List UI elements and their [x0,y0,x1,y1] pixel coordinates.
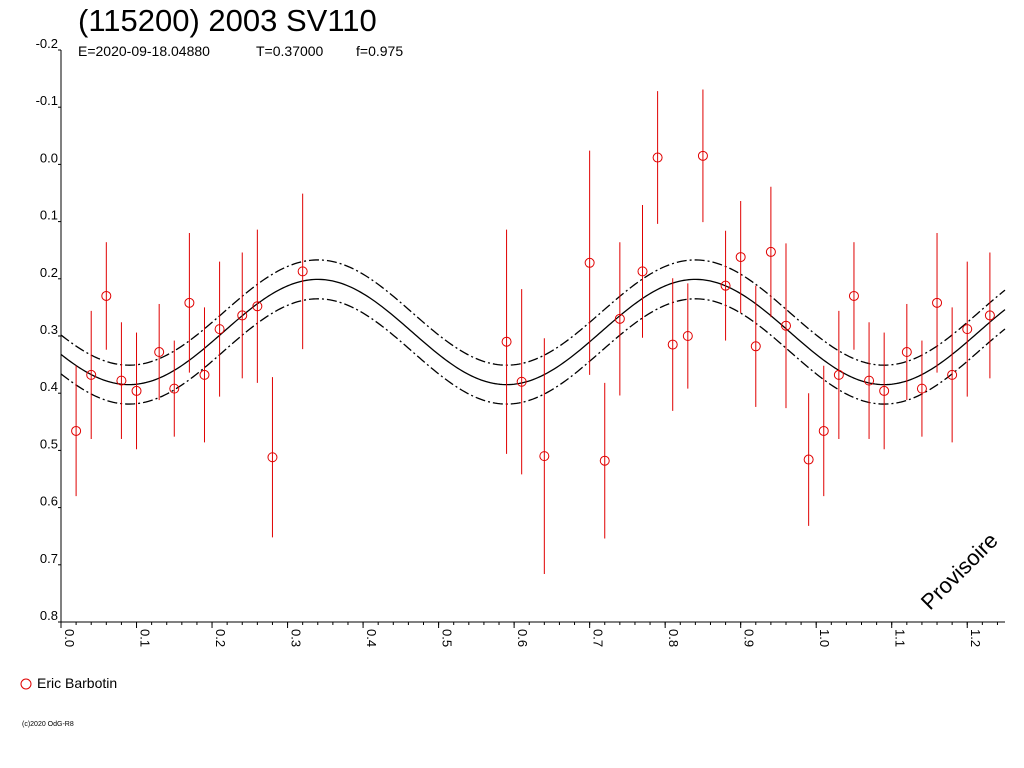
x-tick-label: 0.8 [666,629,681,647]
data-point [682,331,693,341]
data-points [71,89,995,574]
y-tick-label: 0.6 [40,494,58,509]
axes: -0.2 -0.1 0.0 0.1 0.2 0.3 0.4 0.5 0.6 0.7 0.8 0.0 0.… [36,36,1005,647]
chart-title: (115200) 2003 SV110 [78,3,377,38]
x-tick-label: 1.0 [817,629,832,647]
data-point [516,376,527,387]
data-point [848,290,859,301]
data-point [599,455,610,466]
period-label: T=0.37000 [256,43,324,59]
data-point [86,369,97,380]
y-tick-label: 0.4 [40,379,58,394]
x-tick-label: 1.2 [968,629,983,647]
data-point [199,369,210,380]
x-tick-label: 0.2 [213,629,228,647]
data-point [932,297,943,308]
data-point [667,339,678,350]
provisional-watermark: Provisoire [916,528,1003,615]
f-label: f=0.975 [356,43,403,59]
data-point [237,310,248,321]
copyright-text: (c)2020 OdG-R8 [22,721,74,728]
data-point [501,336,512,347]
data-point [652,152,663,163]
data-point [214,324,225,335]
x-tick-label: 0.1 [138,629,153,647]
data-point [584,257,595,268]
y-tick-label: 0.3 [40,322,58,337]
data-point [169,383,180,394]
y-tick-label: -0.1 [36,93,58,108]
epoch-label: E=2020-09-18.04880 [78,43,210,59]
legend-marker [20,678,32,690]
x-tick-label: 0.5 [440,629,455,647]
fit-curve [60,278,1006,386]
data-point [154,347,165,358]
fit-curves [60,259,1006,405]
data-point [539,451,550,462]
x-tick-label: 0.4 [364,629,379,647]
data-point [71,425,82,436]
data-point [116,375,127,386]
data-point [916,383,927,394]
data-point [252,301,263,312]
y-tick-label: -0.2 [36,36,58,51]
data-point [184,297,195,308]
data-point [614,313,625,324]
data-point [833,369,844,380]
x-tick-label: 0.9 [742,629,757,647]
data-point [131,385,142,396]
fit-envelope-upper [60,259,1006,366]
data-point [803,454,814,465]
y-tick-label: 0.7 [40,551,58,566]
legend-label: Eric Barbotin [37,675,117,691]
data-point [780,320,791,331]
data-point [962,324,973,335]
data-point [297,266,308,277]
x-tick-label: 0.0 [62,629,77,647]
y-tick-label: 0.1 [40,208,58,223]
data-point [947,369,958,380]
data-point [864,375,875,386]
data-point [818,425,829,436]
data-point [984,310,995,321]
data-point [697,150,708,161]
x-tick-label: 0.6 [515,629,530,647]
data-point [735,252,746,263]
legend: Eric Barbotin [20,675,117,691]
y-tick-label: 0.5 [40,436,58,451]
data-point [750,341,761,352]
y-tick-label: 0.8 [40,608,58,623]
x-tick-label: 0.3 [289,629,304,647]
data-point [637,266,648,277]
data-point [720,280,731,291]
y-tick-label: 0.2 [40,265,58,280]
data-point [879,385,890,396]
x-tick-label: 0.7 [591,629,606,647]
y-tick-label: 0.0 [40,150,58,165]
data-point [101,290,112,301]
data-point [267,452,278,463]
x-tick-label: 1.1 [893,629,908,647]
data-point [901,347,912,358]
fit-envelope-lower [60,298,1006,405]
data-point [765,246,776,257]
